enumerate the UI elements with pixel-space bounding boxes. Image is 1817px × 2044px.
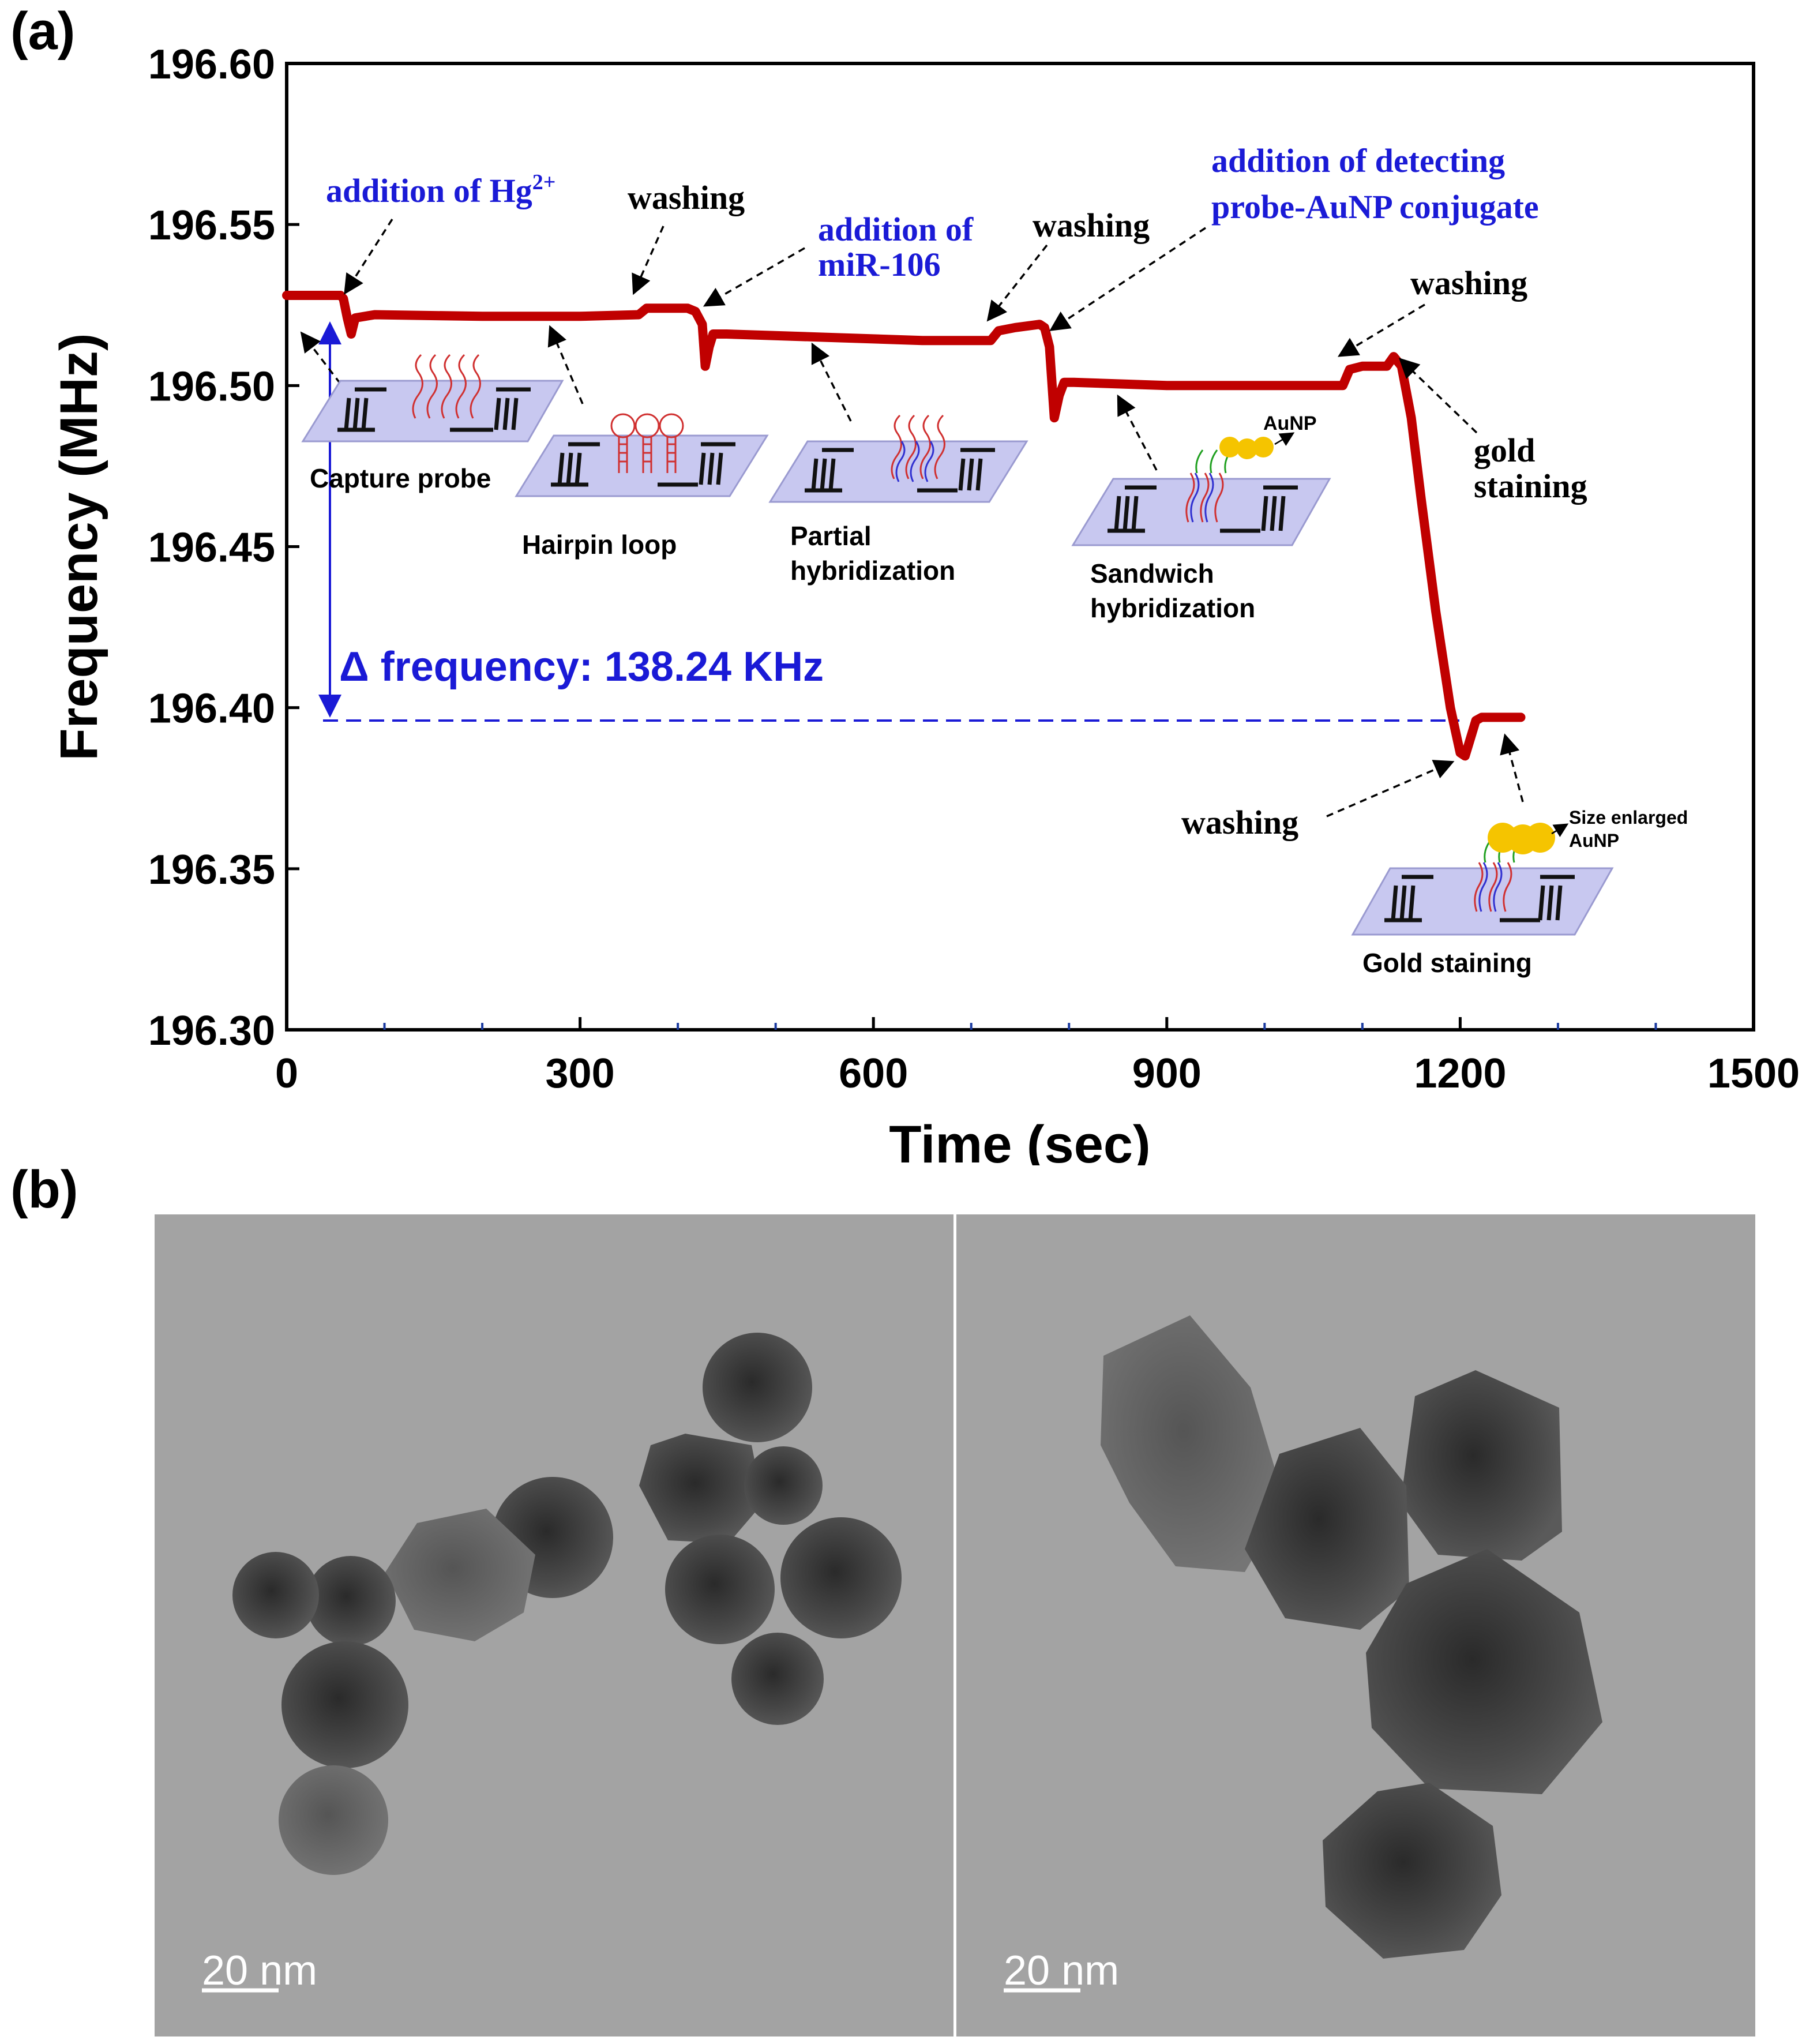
x-tick-label: 600	[839, 1051, 908, 1097]
nanoparticle	[639, 1434, 763, 1543]
gold-staining-label: Gold staining	[1362, 948, 1532, 978]
arrow-washing-4	[1326, 760, 1455, 817]
y-tick-label: 196.35	[148, 847, 275, 893]
y-tick-label: 196.60	[148, 42, 275, 88]
annotation-washing-2: washing	[1033, 207, 1150, 244]
annotation-mir-line1: addition of	[818, 211, 974, 248]
arrow-detect	[1049, 227, 1206, 331]
x-tick-label: 1500	[1707, 1051, 1800, 1097]
nanoparticle	[1401, 1370, 1562, 1561]
capture-probe-label: Capture probe	[310, 463, 491, 493]
x-axis-minor-ticks	[383, 1023, 1657, 1030]
enlarged-label-line2: AuNP	[1569, 830, 1619, 851]
y-axis-ticks: 196.30 196.35 196.40 196.45 196.50 196.55 196.…	[148, 42, 299, 1054]
hairpin-loop-label: Hairpin loop	[522, 530, 677, 560]
x-axis-title: Time (sec)	[889, 1115, 1150, 1165]
arrow-mir	[703, 247, 805, 307]
schematic-gold-staining: Size enlarged AuNP Gold staining	[1351, 807, 1688, 978]
annotation-washing-1: washing	[628, 179, 745, 216]
schematic-capture-probe: Capture probe	[301, 354, 564, 493]
y-tick-label: 196.45	[148, 525, 275, 571]
schematic-sandwich-hybridization: AuNP Sandwich hybridization	[1071, 412, 1331, 623]
nanoparticle	[232, 1552, 319, 1638]
nanoparticle	[780, 1517, 902, 1638]
aunp-particle-1	[1219, 437, 1240, 457]
nanoparticle	[1101, 1315, 1285, 1572]
enlarged-label-line1: Size enlarged	[1569, 807, 1688, 828]
nanoparticle	[385, 1509, 535, 1641]
arrow-hg	[344, 219, 393, 295]
annotation-detect-line2: probe-AuNP conjugate	[1211, 188, 1539, 226]
nanoparticle	[306, 1556, 396, 1646]
x-tick-label: 0	[275, 1051, 298, 1097]
nanoparticle	[1323, 1783, 1501, 1959]
annotation-detect-line1: addition of detecting	[1211, 142, 1505, 179]
x-tick-label: 900	[1132, 1051, 1202, 1097]
nanoparticle	[1366, 1549, 1602, 1794]
arrow-sandwich	[1117, 394, 1158, 471]
sandwich-label-line2: hybridization	[1090, 593, 1255, 623]
annotation-gold-line1: gold	[1474, 432, 1535, 469]
nanoparticle	[665, 1535, 775, 1644]
nanoparticle	[703, 1333, 812, 1442]
delta-frequency-label: Δ frequency: 138.24 KHz	[339, 644, 824, 690]
y-axis-title: Frequency (MHz)	[50, 333, 108, 760]
aunp-particle-2	[1237, 438, 1257, 459]
y-tick-label: 196.55	[148, 202, 275, 249]
scale-label-right: 20 nm	[1004, 1948, 1119, 1994]
nanoparticle	[281, 1641, 408, 1768]
sandwich-label-line1: Sandwich	[1090, 558, 1214, 588]
nanoparticle	[1245, 1428, 1409, 1630]
y-tick-label: 196.40	[148, 686, 275, 732]
panel-b-label: (b)	[10, 1160, 78, 1219]
tem-image-right: 20 nm	[956, 1214, 1755, 2037]
partial-label-line2: hybridization	[790, 556, 955, 586]
y-tick-label: 196.30	[148, 1008, 275, 1054]
enlarged-aunp-3	[1525, 823, 1555, 853]
frequency-trace	[282, 291, 1526, 761]
nanoparticle	[279, 1765, 388, 1875]
nanoparticle	[731, 1633, 824, 1725]
annotation-hg: addition of Hg2+	[326, 170, 555, 209]
arrow-gold	[1398, 358, 1478, 434]
x-tick-label: 1200	[1414, 1051, 1506, 1097]
arrow-hairpin	[547, 325, 584, 404]
annotation-washing-4: washing	[1181, 804, 1298, 841]
panel-a-label: (a)	[10, 2, 76, 61]
arrow-washing-3	[1337, 303, 1425, 357]
schematic-hairpin-loop: Hairpin loop	[515, 413, 769, 560]
schematic-partial-hybridization: Partial hybridization	[768, 414, 1028, 586]
aunp-label: AuNP	[1263, 412, 1317, 434]
arrow-partial	[811, 342, 852, 422]
arrow-washing-1	[632, 226, 665, 295]
annotation-washing-3: washing	[1410, 264, 1527, 302]
annotation-mir-line2: miR-106	[818, 246, 941, 283]
scale-label-left: 20 nm	[202, 1948, 317, 1994]
arrow-gold-staining	[1500, 733, 1524, 802]
tem-image-left: 20 nm	[155, 1214, 953, 2037]
nanoparticle	[744, 1446, 823, 1525]
x-axis-ticks: 0 300 600 900 1200 1500	[275, 1017, 1800, 1097]
arrow-capture	[300, 331, 341, 385]
partial-label-line1: Partial	[790, 521, 872, 551]
nanoparticle-cluster-left	[232, 1333, 902, 1875]
arrow-washing-2	[986, 244, 1048, 322]
nanoparticle-cluster-right	[1101, 1315, 1602, 1959]
annotation-gold-line2: staining	[1474, 467, 1587, 505]
x-tick-label: 300	[546, 1051, 615, 1097]
y-tick-label: 196.50	[148, 363, 275, 410]
frequency-chart: 196.30 196.35 196.40 196.45 196.50 196.55 196.…	[50, 42, 1800, 1165]
aunp-particle-3	[1253, 437, 1274, 457]
